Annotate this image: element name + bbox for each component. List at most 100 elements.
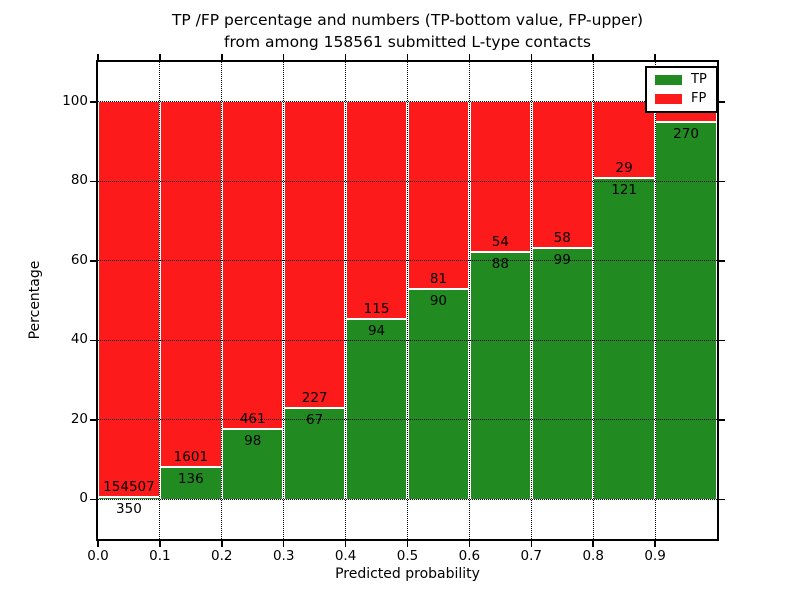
y-tick-label: 20 (70, 410, 88, 427)
y-tick-right (719, 180, 725, 182)
fp-bar-segment (284, 101, 345, 409)
tp-bar-segment (161, 468, 221, 500)
y-tick-right (719, 339, 725, 341)
tp-count-label: 90 (429, 293, 448, 310)
fp-count-label: 227 (301, 389, 328, 406)
y-tick-left (90, 101, 96, 103)
x-tick-top (97, 54, 99, 60)
x-tick-bottom (530, 541, 533, 547)
x-tick-label: 0.4 (334, 548, 357, 564)
fp-count-label: 58 (553, 229, 571, 246)
x-tick-bottom (406, 541, 409, 547)
x-tick-label: 0.1 (149, 548, 171, 564)
x-tick-bottom (159, 541, 161, 547)
x-tick-label: 0.6 (458, 548, 481, 564)
x-tick-bottom (592, 541, 594, 547)
y-tick-label: 40 (70, 331, 88, 348)
x-gridline (530, 62, 532, 539)
chart-title-line1: TP /FP percentage and numbers (TP-bottom… (171, 11, 644, 29)
legend-swatch-fp (655, 93, 682, 104)
x-gridline (283, 62, 285, 539)
y-tick-right (719, 419, 725, 421)
y-tick-right (719, 260, 725, 262)
fp-count-label: 29 (615, 159, 633, 176)
x-tick-label: 0.9 (644, 548, 666, 564)
y-tick-label: 100 (62, 92, 88, 109)
y-tick-right (719, 101, 725, 103)
x-axis-label: Predicted probability (335, 566, 480, 582)
x-tick-top (221, 54, 223, 60)
x-tick-top (344, 54, 347, 60)
x-gridline (345, 62, 347, 539)
x-gridline (221, 62, 223, 539)
x-gridline (592, 62, 594, 539)
fp-count-label: 115 (363, 301, 390, 318)
legend-label: TP (691, 72, 707, 87)
x-tick-label: 0.7 (520, 548, 543, 564)
tp-count-label: 98 (244, 432, 262, 449)
x-tick-label: 0.0 (87, 548, 109, 564)
fp-bar-segment (161, 101, 221, 469)
y-axis-label: Percentage (27, 260, 43, 340)
x-tick-top (592, 54, 594, 60)
x-tick-top (282, 54, 285, 60)
x-tick-top (468, 54, 471, 60)
fp-bar-segment (532, 101, 592, 249)
tp-count-label: 94 (367, 323, 386, 340)
x-tick-bottom (282, 541, 285, 547)
fp-bar-segment (223, 101, 283, 430)
y-tick-left (90, 339, 96, 341)
tp-bar-segment (346, 320, 407, 500)
x-gridline (654, 62, 656, 539)
tp-bar-segment (594, 178, 654, 500)
x-tick-bottom (221, 541, 223, 547)
y-tick-label: 80 (70, 172, 88, 189)
fp-count-label: 154507 (103, 479, 155, 496)
x-tick-top (530, 54, 533, 60)
fp-count-label: 461 (239, 410, 266, 427)
legend-swatch-tp (655, 74, 682, 85)
fp-bar-segment (594, 101, 654, 179)
y-tick-label: 60 (70, 251, 88, 268)
tp-bar-segment (532, 248, 592, 500)
tp-bar-segment (656, 122, 716, 500)
tp-bar-segment (408, 290, 469, 500)
tp-count-label: 136 (177, 471, 204, 488)
fp-count-label: 81 (429, 271, 448, 288)
x-tick-top (406, 54, 409, 60)
tp-bar-segment (284, 408, 345, 500)
y-tick-right (719, 498, 725, 500)
tp-count-label: 88 (491, 255, 509, 272)
fp-bar-segment (408, 101, 469, 291)
x-tick-top (654, 54, 656, 60)
fp-bar-segment (470, 101, 531, 253)
fp-count-label: 54 (491, 233, 509, 250)
tp-count-label: 99 (553, 251, 571, 268)
chart-title-line2: from among 158561 submitted L-type conta… (224, 33, 591, 51)
x-tick-label: 0.2 (211, 548, 233, 564)
fp-bar-segment (99, 101, 159, 499)
x-tick-top (159, 54, 161, 60)
x-tick-label: 0.5 (396, 548, 419, 564)
tp-bar-segment (223, 429, 283, 500)
x-tick-bottom (344, 541, 347, 547)
tp-count-label: 350 (116, 501, 142, 518)
y-tick-left (90, 419, 96, 421)
legend-item: FP (655, 92, 707, 105)
x-gridline (468, 62, 470, 539)
fp-count-label: 1601 (173, 449, 209, 466)
x-gridline (159, 62, 161, 539)
plot-inner: 154507 350 1601 136 461 98 227 67 115 94 81 90 54 88 5… (62, 54, 725, 564)
legend: TP FP (645, 66, 718, 113)
tp-count-label: 270 (673, 125, 699, 142)
x-tick-bottom (97, 541, 99, 547)
y-tick-label: 0 (79, 490, 88, 507)
legend-item: TP (655, 73, 707, 86)
fp-bar-segment (346, 101, 407, 321)
plot-area: 154507 350 1601 136 461 98 227 67 115 94 81 90 54 88 5… (62, 54, 725, 564)
legend-label: FP (691, 91, 707, 106)
chart-title: TP /FP percentage and numbers (TP-bottom… (96, 9, 719, 53)
y-tick-left (90, 260, 96, 262)
tp-bar-segment (470, 252, 531, 500)
